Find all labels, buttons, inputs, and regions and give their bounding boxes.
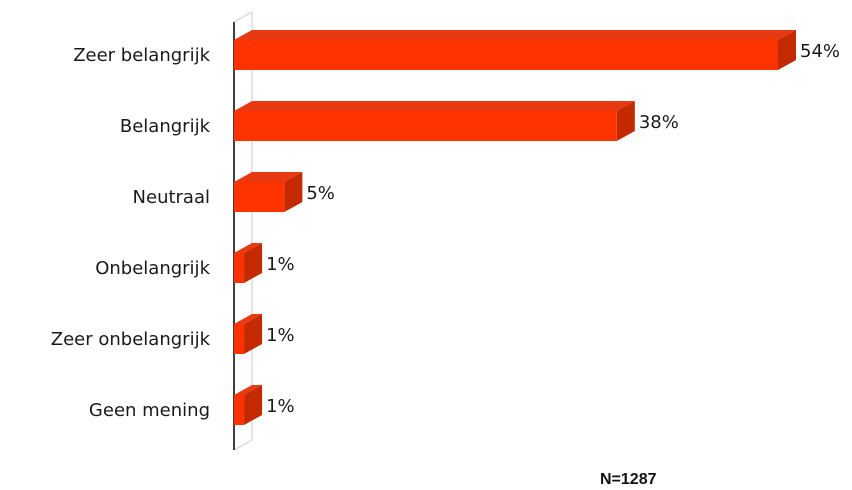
- data-label: 38%: [639, 112, 679, 133]
- bar-front-face: [234, 395, 245, 425]
- bar-front-face: [234, 324, 245, 354]
- data-label: 54%: [800, 41, 840, 62]
- category-label: Zeer onbelangrijk: [51, 329, 211, 350]
- data-label: 1%: [266, 254, 295, 275]
- axis-top-edge: [233, 11, 253, 23]
- category-label: Onbelangrijk: [95, 258, 210, 279]
- bar-top-face: [234, 385, 263, 395]
- bar-front-face: [234, 40, 778, 70]
- bar-front-face: [234, 253, 245, 283]
- bar: [234, 30, 796, 70]
- data-label: 5%: [306, 183, 335, 204]
- bar-top-face: [234, 101, 635, 111]
- bar-top-face: [234, 243, 263, 253]
- sample-size-note: N=1287: [600, 471, 657, 488]
- data-label: 1%: [266, 396, 295, 417]
- bar: [234, 385, 263, 425]
- bar-top-face: [234, 314, 263, 324]
- bar-side-face: [244, 314, 263, 354]
- category-label: Geen mening: [89, 400, 210, 421]
- bar-top-face: [234, 172, 303, 182]
- bar-front-face: [234, 111, 617, 141]
- category-label: Neutraal: [133, 187, 210, 208]
- labels-layer: Zeer belangrijk 54% Belangrijk 38% Neutraal 5…: [51, 41, 840, 421]
- data-label: 1%: [266, 325, 295, 346]
- bar-side-face: [778, 30, 796, 70]
- bar-front-face: [234, 182, 285, 212]
- bar-side-face: [244, 243, 263, 283]
- bar: [234, 243, 263, 283]
- bar-top-face: [234, 30, 796, 40]
- bars-layer: [234, 30, 796, 425]
- axis-floor-edge: [233, 439, 253, 451]
- bar: [234, 314, 263, 354]
- bar: [234, 172, 303, 212]
- bar-side-face: [284, 172, 303, 212]
- bar: [234, 101, 635, 141]
- category-label: Zeer belangrijk: [73, 45, 210, 66]
- bar-side-face: [616, 101, 635, 141]
- bar-side-face: [244, 385, 263, 425]
- category-label: Belangrijk: [120, 116, 211, 137]
- axis-layer: [233, 11, 253, 451]
